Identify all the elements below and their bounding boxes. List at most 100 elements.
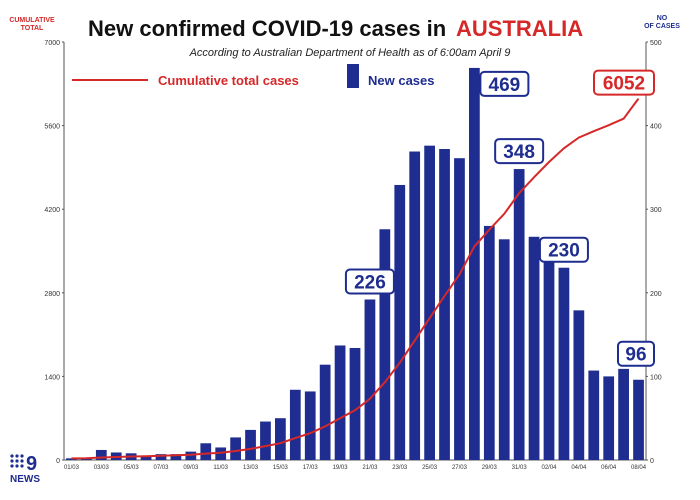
new-cases-bar bbox=[558, 267, 570, 460]
chart-subtitle: According to Australian Department of He… bbox=[189, 47, 511, 59]
chart-title-prefix: New confirmed COVID-19 cases in bbox=[88, 16, 446, 41]
left-axis-label-line1: CUMULATIVE bbox=[9, 17, 55, 24]
annotation-box bbox=[617, 340, 655, 367]
new-cases-bar bbox=[439, 149, 450, 460]
legend: Cumulative total cases New cases bbox=[72, 64, 435, 88]
left-tick-label: 2800 bbox=[44, 291, 60, 298]
x-tick-label: 06/04 bbox=[601, 465, 617, 471]
new-cases-bar bbox=[528, 236, 540, 460]
right-axis-ticks: 0 100 200 300 400 500 bbox=[646, 40, 662, 465]
left-tick-label: 7000 bbox=[44, 40, 60, 47]
right-tick-label: 0 bbox=[650, 458, 654, 465]
annotation-box bbox=[479, 70, 530, 97]
annotation-value: 96 bbox=[625, 345, 646, 366]
new-cases-bar bbox=[573, 310, 585, 460]
x-tick-label: 27/03 bbox=[452, 465, 468, 471]
new-cases-bar bbox=[543, 247, 555, 460]
right-tick-label: 200 bbox=[650, 291, 662, 298]
logo-word: NEWS bbox=[10, 474, 40, 485]
left-tick-label: 5600 bbox=[44, 124, 60, 131]
x-tick-label: 31/03 bbox=[512, 465, 528, 471]
x-tick-label: 15/03 bbox=[273, 465, 289, 471]
annotation-value: 6052 bbox=[603, 74, 645, 95]
logo-number: 9 bbox=[26, 453, 37, 475]
legend-cumulative-label: Cumulative total cases bbox=[158, 73, 299, 88]
annotation-value: 226 bbox=[354, 272, 386, 293]
x-tick-label: 04/04 bbox=[571, 465, 587, 471]
nine-dots-icon bbox=[10, 454, 24, 468]
new-cases-bar bbox=[95, 449, 107, 460]
x-tick-label: 13/03 bbox=[243, 465, 259, 471]
new-cases-bar bbox=[170, 454, 182, 460]
chart-title-country: AUSTRALIA bbox=[456, 16, 583, 41]
right-tick-label: 500 bbox=[650, 40, 662, 47]
x-axis-tick-labels: 01/03 03/03 05/03 07/03 09/03 11/03 13/03 15/03… bbox=[64, 465, 647, 471]
x-tick-label: 03/03 bbox=[94, 465, 110, 471]
new-cases-bar bbox=[364, 299, 376, 460]
new-cases-bar bbox=[275, 418, 286, 460]
nine-news-logo: 9 NEWS bbox=[10, 453, 40, 485]
new-cases-bar bbox=[140, 455, 152, 460]
new-cases-bar bbox=[513, 169, 525, 460]
right-tick-label: 300 bbox=[650, 207, 662, 214]
x-tick-label: 21/03 bbox=[362, 465, 378, 471]
annotation-value: 230 bbox=[548, 241, 580, 262]
annotation-box bbox=[494, 138, 545, 165]
x-tick-label: 07/03 bbox=[153, 465, 169, 471]
new-cases-bar bbox=[215, 447, 227, 460]
new-cases-bar bbox=[319, 364, 331, 460]
x-tick-label: 01/03 bbox=[64, 465, 80, 471]
new-cases-bar bbox=[469, 67, 480, 460]
x-tick-label: 29/03 bbox=[482, 465, 498, 471]
new-cases-bar bbox=[334, 345, 346, 460]
new-cases-bar bbox=[498, 239, 510, 460]
value-annotations: 226 469 348 230 6052 96 bbox=[344, 69, 655, 367]
new-cases-bar bbox=[245, 429, 256, 460]
legend-bar-swatch bbox=[347, 64, 359, 88]
x-tick-label: 02/04 bbox=[541, 465, 557, 471]
new-cases-bar bbox=[588, 370, 600, 460]
x-tick-label: 05/03 bbox=[124, 465, 140, 471]
new-cases-bar bbox=[185, 451, 197, 460]
x-tick-label: 25/03 bbox=[422, 465, 438, 471]
left-axis-ticks: 0 1400 2800 4200 5600 7000 bbox=[44, 40, 64, 465]
left-tick-label: 4200 bbox=[44, 207, 60, 214]
new-cases-bar bbox=[66, 458, 77, 460]
annotation-value: 348 bbox=[503, 142, 535, 163]
x-tick-label: 08/04 bbox=[631, 465, 647, 471]
right-axis-label-line1: NO bbox=[657, 15, 668, 22]
annotation-value: 469 bbox=[489, 75, 521, 96]
new-cases-bar bbox=[454, 158, 465, 461]
legend-new-cases-label: New cases bbox=[368, 73, 435, 88]
new-cases-bar bbox=[424, 145, 435, 460]
new-cases-bar bbox=[379, 229, 391, 460]
annotation-box bbox=[538, 236, 589, 263]
x-tick-label: 09/03 bbox=[183, 465, 199, 471]
left-axis-label-line2: TOTAL bbox=[21, 25, 44, 32]
x-tick-label: 11/03 bbox=[213, 465, 228, 471]
left-tick-label: 0 bbox=[56, 458, 60, 465]
left-tick-label: 1400 bbox=[44, 374, 60, 381]
new-cases-bar bbox=[394, 184, 406, 460]
annotation-box bbox=[593, 69, 655, 96]
x-tick-label: 23/03 bbox=[392, 465, 408, 471]
x-tick-label: 17/03 bbox=[303, 465, 319, 471]
cumulative-total-line bbox=[71, 98, 640, 460]
new-cases-bar bbox=[155, 454, 167, 460]
new-cases-bar bbox=[603, 376, 615, 460]
new-cases-bar bbox=[349, 347, 361, 460]
right-axis-label-line2: OF CASES bbox=[644, 23, 680, 30]
new-cases-bar bbox=[618, 368, 629, 460]
right-tick-label: 400 bbox=[650, 124, 662, 131]
new-cases-bar bbox=[260, 421, 271, 460]
new-cases-bar bbox=[633, 379, 644, 460]
x-tick-label: 19/03 bbox=[333, 465, 349, 471]
right-tick-label: 100 bbox=[650, 374, 662, 381]
new-cases-bars bbox=[66, 67, 644, 461]
new-cases-bar bbox=[289, 389, 301, 460]
new-cases-bar bbox=[230, 437, 241, 460]
annotation-box bbox=[344, 268, 395, 295]
new-cases-bar bbox=[200, 443, 212, 460]
new-cases-bar bbox=[409, 151, 421, 461]
